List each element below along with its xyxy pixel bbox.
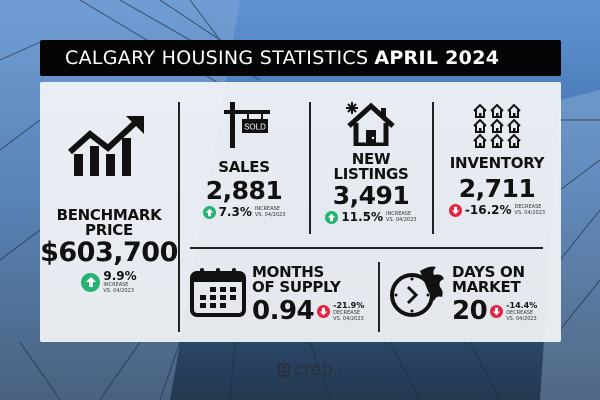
- increase-arrow-icon: [325, 210, 339, 224]
- sales-change: 7.3% INCREASE VS. 04/2023: [179, 205, 309, 219]
- increase-arrow-icon: [81, 272, 101, 292]
- new-listings-card: NEW LISTINGS 3,491 11.5% INCREASE VS. 04…: [310, 100, 432, 224]
- divider-vertical-sales-listings: [309, 102, 311, 234]
- new-listings-change: 11.5% INCREASE VS. 04/2023: [310, 210, 432, 224]
- months-of-supply-value: 0.94: [252, 296, 315, 326]
- days-on-market-comparison: VS. 04/2023: [506, 315, 537, 322]
- divider-horizontal: [190, 247, 543, 249]
- houses-grid-icon: [473, 104, 521, 148]
- months-of-supply-value-row: 0.94 -21.9% DECREASE VS. 04/2023: [252, 297, 364, 325]
- inventory-direction: DECREASE: [514, 204, 542, 210]
- new-listings-label-line2: LISTINGS: [333, 165, 409, 183]
- divider-vertical-main: [178, 102, 180, 332]
- new-listings-change-pct: 11.5%: [341, 210, 384, 224]
- benchmark-label-line2: PRICE: [85, 221, 133, 239]
- divider-vertical-listings-inventory: [432, 102, 434, 234]
- svg-text:SOLD: SOLD: [244, 123, 266, 132]
- sales-comparison: VS. 04/2023: [254, 212, 286, 218]
- days-on-market-direction: DECREASE: [506, 309, 534, 316]
- decrease-arrow-icon: [490, 304, 504, 318]
- decrease-arrow-icon: [448, 203, 462, 217]
- inventory-value: 2,711: [458, 174, 536, 203]
- sales-value: 2,881: [205, 176, 283, 205]
- inventory-label: INVENTORY: [449, 154, 545, 172]
- creb-logo-icon: [278, 363, 290, 377]
- benchmark-direction: INCREASE: [103, 282, 129, 288]
- days-on-market-change-pct: -14.4%: [506, 300, 538, 310]
- days-on-market-value: 20: [452, 296, 488, 326]
- registered-mark: ®: [337, 366, 344, 374]
- days-on-market-card: DAYS ON MARKET 20 -14.4% DECREASE VS. 04…: [384, 259, 554, 329]
- sales-label: SALES: [218, 158, 270, 176]
- sales-direction: INCREASE: [254, 206, 280, 212]
- new-listings-value: 3,491: [332, 181, 410, 210]
- months-of-supply-change-pct: -21.9%: [333, 300, 365, 310]
- new-house-icon: [346, 102, 395, 146]
- title-text: CALGARY HOUSING STATISTICS: [65, 47, 369, 69]
- days-on-market-value-row: 20 -14.4% DECREASE VS. 04/2023: [452, 297, 537, 325]
- inventory-comparison: VS. 04/2023: [514, 210, 546, 216]
- benchmark-change-pct: 9.9%: [103, 269, 137, 283]
- sold-sign-icon: SOLD: [224, 102, 270, 148]
- decrease-arrow-icon: [317, 304, 331, 318]
- benchmark-change: 9.9% INCREASE VS. 04/2023: [40, 270, 178, 294]
- months-of-supply-comparison: VS. 04/2023: [333, 315, 364, 322]
- inventory-change: -16.2% DECREASE VS. 04/2023: [433, 203, 561, 217]
- benchmark-price-card: BENCHMARK PRICE $603,700 9.9% INCREASE V…: [40, 104, 178, 294]
- months-of-supply-label-line2: OF SUPPLY: [252, 278, 341, 296]
- benchmark-comparison: VS. 04/2023: [103, 288, 134, 294]
- calendar-icon: [190, 268, 246, 317]
- inventory-change-pct: -16.2%: [464, 203, 512, 217]
- divider-vertical-bottom: [378, 262, 380, 332]
- chart-up-icon: [68, 116, 144, 176]
- new-listings-label-line1: NEW: [351, 150, 391, 168]
- benchmark-label-line1: BENCHMARK: [56, 206, 162, 224]
- inventory-card: INVENTORY 2,711 -16.2% DECREASE VS. 04/2…: [433, 104, 561, 217]
- months-of-supply-direction: DECREASE: [333, 309, 361, 316]
- creb-logo-text: creb: [294, 360, 334, 380]
- stats-panel: BENCHMARK PRICE $603,700 9.9% INCREASE V…: [40, 82, 561, 342]
- days-on-market-label-line1: DAYS ON: [452, 263, 525, 281]
- sales-change-pct: 7.3%: [218, 205, 252, 219]
- title-bar: CALGARY HOUSING STATISTICS APRIL 2024: [40, 40, 561, 76]
- sales-card: SOLD SALES 2,881 7.3% INCREASE VS. 04/20…: [179, 102, 309, 219]
- title-period: APRIL 2024: [374, 47, 500, 69]
- new-listings-comparison: VS. 04/2023: [386, 217, 417, 223]
- fast-clock-icon: [390, 266, 444, 317]
- months-of-supply-card: MONTHS OF SUPPLY 0.94 -21.9% DECREASE VS…: [190, 259, 378, 329]
- new-listings-direction: INCREASE: [386, 211, 412, 217]
- months-of-supply-label-line1: MONTHS: [252, 263, 325, 281]
- days-on-market-label-line2: MARKET: [452, 278, 521, 296]
- creb-logo: creb ®: [278, 360, 343, 380]
- benchmark-value: $603,700: [40, 237, 178, 268]
- increase-arrow-icon: [202, 205, 216, 219]
